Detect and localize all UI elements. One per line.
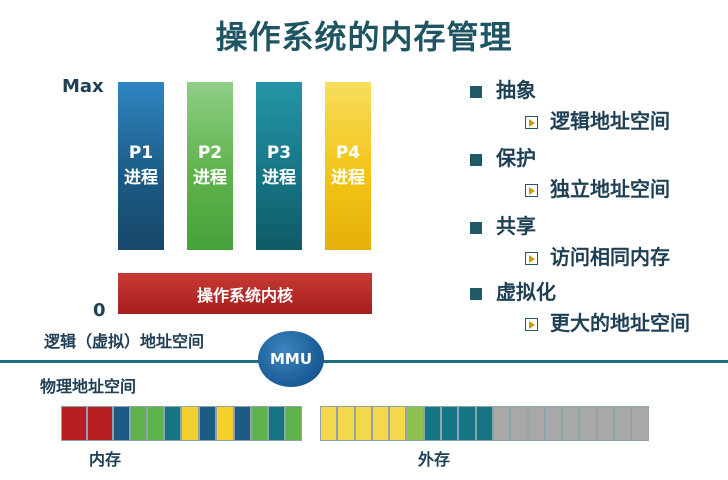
memory-cell <box>579 406 597 441</box>
feature-item: 抽象 <box>470 74 536 103</box>
memory-cell <box>164 406 181 441</box>
memory-cell <box>423 406 442 441</box>
triangle-bullet-icon <box>525 318 538 331</box>
memory-cell <box>458 406 476 441</box>
process-label: 进程 <box>331 168 365 188</box>
feature-sub-label: 访问相同内存 <box>550 245 670 269</box>
process-label: 进程 <box>124 168 158 188</box>
process-id: P4 <box>335 143 361 163</box>
memory-cell <box>113 406 130 441</box>
memory-strip <box>61 406 302 441</box>
separator-line <box>0 360 728 363</box>
process-id: P2 <box>197 143 223 163</box>
memory-cell <box>130 406 147 441</box>
memory-cell <box>320 406 338 441</box>
triangle-bullet-icon <box>525 252 538 265</box>
memory-cell <box>371 406 390 441</box>
square-bullet-icon <box>470 221 482 234</box>
process-id: P1 <box>128 143 154 163</box>
memory-cell <box>527 406 545 441</box>
memory-cell <box>492 406 511 441</box>
storage-label: 外存 <box>418 450 451 469</box>
memory-cell <box>251 406 268 441</box>
process-block-p2: P2 进程 <box>187 82 233 250</box>
kernel-block: 操作系统内核 <box>118 273 372 314</box>
feature-sub-item: 访问相同内存 <box>525 241 670 270</box>
memory-cell <box>596 406 615 441</box>
square-bullet-icon <box>470 153 482 166</box>
memory-cell <box>87 406 113 441</box>
memory-cell <box>268 406 285 441</box>
memory-cell <box>285 406 302 441</box>
memory-cell <box>354 406 372 441</box>
memory-cell <box>441 406 459 441</box>
memory-cell <box>475 406 493 441</box>
process-block-p4: P4 进程 <box>325 82 371 250</box>
memory-cell <box>181 406 199 441</box>
square-bullet-icon <box>470 85 482 98</box>
process-label: 进程 <box>193 168 227 188</box>
mmu-circle: MMU <box>258 331 324 387</box>
feature-item: 虚拟化 <box>470 276 556 305</box>
process-id: P3 <box>266 143 292 163</box>
feature-sub-item: 逻辑地址空间 <box>525 105 670 134</box>
memory-cell <box>614 406 632 441</box>
square-bullet-icon <box>470 287 482 300</box>
axis-max-label: Max <box>62 76 104 97</box>
feature-main-label: 抽象 <box>496 78 536 102</box>
feature-sub-label: 更大的地址空间 <box>550 311 690 335</box>
memory-cell <box>147 406 164 441</box>
feature-main-label: 共享 <box>496 214 536 238</box>
feature-sub-item: 更大的地址空间 <box>525 307 690 336</box>
process-block-p1: P1 进程 <box>118 82 164 250</box>
storage-strip <box>320 406 649 441</box>
physical-space-label: 物理地址空间 <box>40 377 137 396</box>
memory-cell <box>199 406 216 441</box>
feature-main-label: 保护 <box>496 146 536 170</box>
memory-cell <box>562 406 580 441</box>
feature-item: 共享 <box>470 210 536 239</box>
process-label: 进程 <box>262 168 296 188</box>
axis-zero-label: 0 <box>93 300 106 321</box>
feature-item: 保护 <box>470 142 536 171</box>
memory-cell <box>337 406 355 441</box>
memory-cell <box>631 406 649 441</box>
memory-cell <box>406 406 424 441</box>
triangle-bullet-icon <box>525 116 538 129</box>
memory-cell <box>544 406 563 441</box>
memory-cell <box>61 406 87 441</box>
logical-space-label: 逻辑（虚拟）地址空间 <box>44 332 205 351</box>
memory-label: 内存 <box>89 450 122 469</box>
feature-sub-label: 独立地址空间 <box>550 177 670 201</box>
triangle-bullet-icon <box>525 184 538 197</box>
feature-sub-label: 逻辑地址空间 <box>550 109 670 133</box>
memory-cell <box>234 406 251 441</box>
page-title: 操作系统的内存管理 <box>215 18 513 56</box>
feature-sub-item: 独立地址空间 <box>525 173 670 202</box>
process-block-p3: P3 进程 <box>256 82 302 250</box>
memory-cell <box>216 406 234 441</box>
memory-cell <box>510 406 528 441</box>
memory-cell <box>389 406 407 441</box>
feature-main-label: 虚拟化 <box>496 280 556 304</box>
